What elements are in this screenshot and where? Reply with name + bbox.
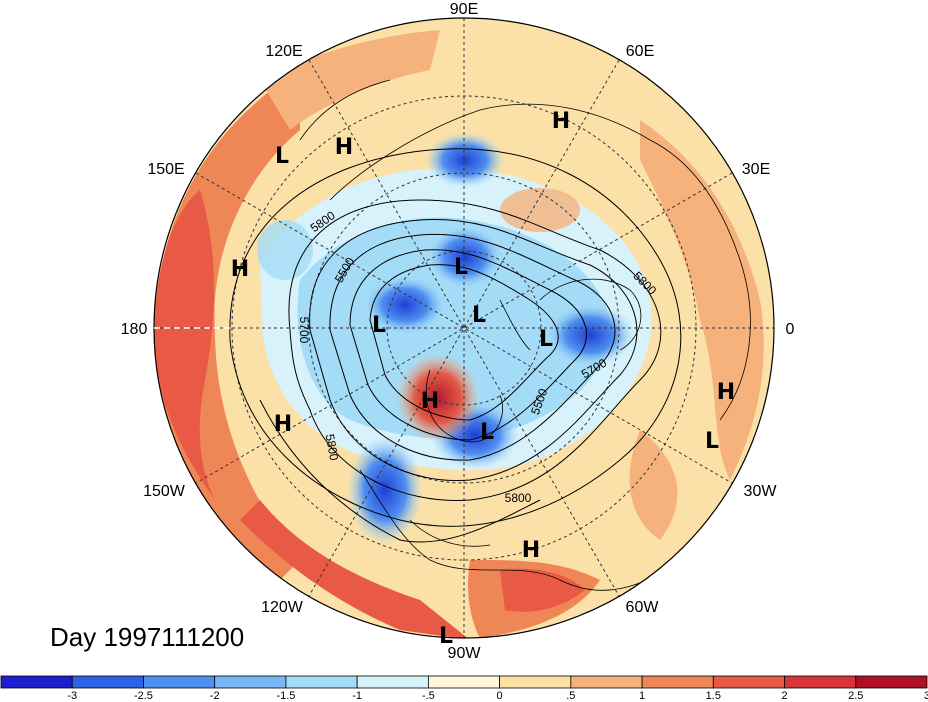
high-center: H — [552, 109, 570, 134]
colorbar-tick-label: 1.5 — [706, 690, 721, 702]
anomaly-field — [154, 18, 774, 638]
colorbar-tick-label: -1.5 — [276, 690, 295, 702]
lon-label-60w: 60W — [626, 599, 660, 616]
lon-label-180: 180 — [121, 321, 148, 338]
warm-core — [396, 353, 480, 443]
height-contours — [229, 148, 682, 543]
high-center: H — [335, 135, 353, 160]
colorbar-tick-label: -.5 — [422, 690, 435, 702]
contour-label: 5800 — [505, 491, 532, 505]
colorbar-swatch — [784, 675, 857, 689]
lon-label-120e: 120E — [265, 43, 302, 60]
strong-warm-pacific — [154, 190, 215, 500]
high-center: H — [421, 389, 439, 414]
colorbar-swatch — [285, 675, 358, 689]
lon-label-60e: 60E — [626, 43, 654, 60]
high-center: H — [231, 257, 249, 282]
contour-label: 5800 — [323, 433, 341, 462]
low-center: L — [275, 144, 289, 169]
contour-label: 5700 — [297, 317, 311, 344]
colorbar-swatch — [712, 675, 785, 689]
high-center: H — [274, 412, 292, 437]
high-center: H — [522, 538, 540, 563]
lon-label-90e: 90E — [450, 1, 478, 18]
low-center: L — [454, 255, 468, 280]
lon-label-30e: 30E — [742, 161, 770, 178]
lon-label-30w: 30W — [744, 483, 778, 500]
colorbar-swatch — [214, 675, 287, 689]
colorbar-tick-label: -2.5 — [134, 690, 153, 702]
colorbar-tick-label: .5 — [566, 690, 575, 702]
warm-eurasia — [640, 120, 764, 480]
colorbar-tick-label: 3 — [924, 690, 928, 702]
colorbar-tick-label: 0 — [497, 690, 503, 702]
colorbar-swatch — [641, 675, 714, 689]
lon-label-150e: 150E — [147, 161, 184, 178]
cool-inner-ring — [297, 217, 611, 439]
low-center: L — [372, 313, 386, 338]
colorbar-tick-label: -1 — [352, 690, 362, 702]
colorbar-swatch — [427, 675, 501, 689]
strong-warm-caribbean — [500, 568, 585, 612]
lat-lon-grid — [154, 18, 774, 638]
colorbar: -3 -2.5 -2 -1.5 -1 -.5 0 .5 1 1.5 2 2.5 3 — [0, 675, 928, 702]
cold-core-southwest — [347, 435, 423, 545]
pressure-centers: H H H H H H H L L L L L L L L — [231, 109, 735, 649]
cool-patch — [257, 220, 313, 280]
colorbar-tick-label: -3 — [67, 690, 77, 702]
coastlines — [299, 79, 751, 591]
cold-core-top — [425, 132, 505, 188]
low-center: L — [472, 303, 486, 328]
high-center: H — [717, 380, 735, 405]
colorbar-swatch — [143, 675, 216, 689]
lon-label-0: 0 — [786, 321, 795, 338]
lon-label-120w: 120W — [261, 599, 304, 616]
colorbar-swatch — [499, 675, 572, 689]
warm-south-pacific — [240, 500, 470, 638]
low-center: L — [705, 429, 719, 454]
low-center: L — [480, 420, 494, 445]
colorbar-swatch — [0, 675, 73, 689]
colorbar-swatch — [356, 675, 429, 689]
warm-patch-arctic — [500, 188, 580, 232]
low-center: L — [539, 327, 553, 352]
cold-core-east — [545, 303, 635, 367]
longitude-labels: 90E 120E 60E 150E 30E 180 0 150W 30W 120… — [121, 1, 795, 662]
colorbar-swatch — [71, 675, 144, 689]
colorbar-swatch — [570, 675, 643, 689]
colorbar-tick-label: -2 — [210, 690, 220, 702]
colorbar-tick-label: 2 — [781, 690, 787, 702]
colorbar-swatch — [855, 675, 928, 689]
warm-atlantic — [629, 430, 678, 540]
colorbar-tick-label: 1 — [639, 690, 645, 702]
colorbar-tick-label: 2.5 — [848, 690, 863, 702]
date-title: Day 1997111200 — [50, 622, 244, 652]
lon-label-150w: 150W — [143, 483, 186, 500]
warm-siberia — [260, 30, 440, 130]
low-center: L — [439, 624, 453, 649]
lon-label-90w: 90W — [448, 645, 482, 662]
cold-core-west — [363, 275, 447, 335]
